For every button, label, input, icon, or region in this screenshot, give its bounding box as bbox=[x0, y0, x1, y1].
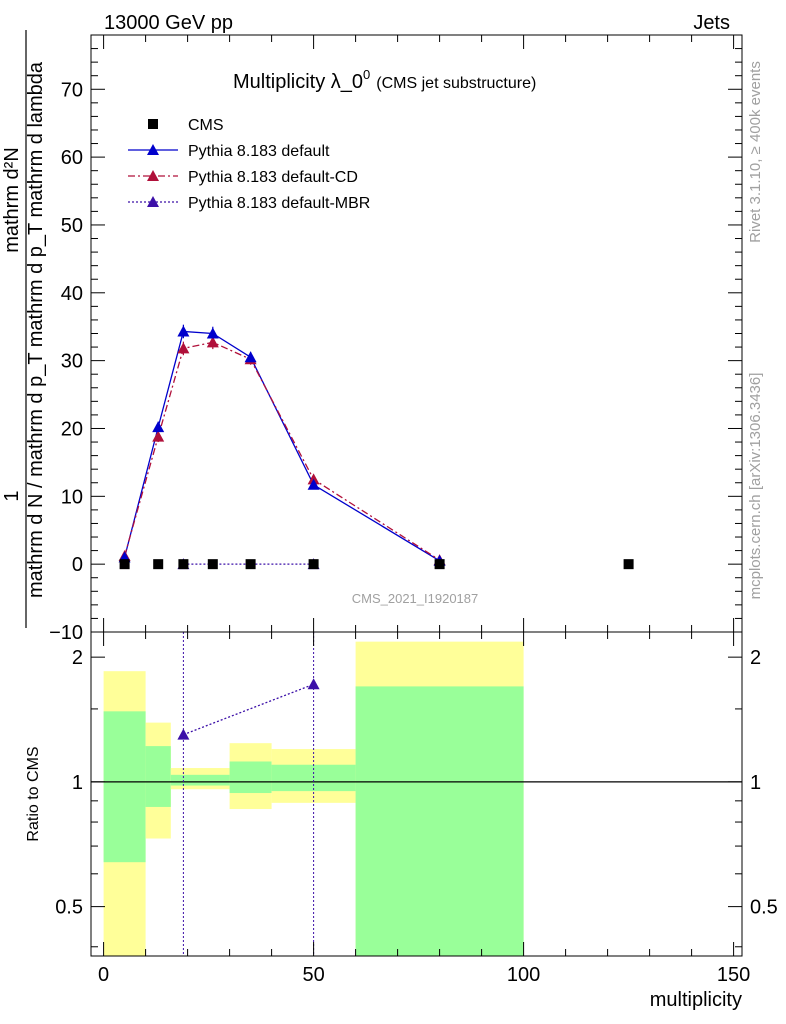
y-tick-label: 60 bbox=[61, 147, 83, 169]
chart-title: Multiplicity λ_00 (CMS jet substructure) bbox=[233, 67, 536, 93]
x-tick-label: 100 bbox=[507, 964, 540, 986]
point-default bbox=[177, 325, 190, 337]
legend-marker-cms bbox=[148, 119, 158, 129]
point-cd bbox=[177, 342, 190, 354]
point-default bbox=[307, 478, 320, 490]
header-energy: 13000 GeV pp bbox=[104, 12, 233, 34]
point-cd bbox=[152, 430, 165, 442]
ratio-band-inner bbox=[229, 761, 272, 794]
point-cms bbox=[623, 559, 634, 570]
legend-marker-cd bbox=[147, 170, 159, 181]
main-axis-ticks: −10 0 10 20 30 40 50 60 70 bbox=[49, 34, 742, 644]
x-tick-label: 0 bbox=[98, 964, 109, 986]
point-default bbox=[244, 351, 257, 363]
main-data-marks bbox=[118, 324, 634, 570]
legend-label-cms: CMS bbox=[188, 117, 224, 134]
ratio-y-tick-label: 0.5 bbox=[55, 897, 83, 919]
y-tick-label: 20 bbox=[61, 418, 83, 440]
ratio-band-inner bbox=[355, 686, 524, 956]
ratio-band-inner bbox=[170, 774, 230, 786]
legend-label-default: Pythia 8.183 default bbox=[188, 143, 330, 160]
point-cms bbox=[119, 559, 130, 570]
ratio-y-tick-label: 2 bbox=[72, 647, 83, 669]
chart-title-text: Multiplicity λ_0 bbox=[233, 71, 363, 93]
y-tick-label: 70 bbox=[61, 79, 83, 101]
y-axis-title-prefactor: 1 bbox=[1, 490, 23, 501]
ratio-y-tick-label-right: 2 bbox=[750, 647, 761, 669]
ratio-point-mbr bbox=[307, 678, 320, 690]
point-cms bbox=[308, 559, 319, 570]
y-tick-label: 50 bbox=[61, 215, 83, 237]
ratio-y-tick-label: 1 bbox=[72, 772, 83, 794]
point-default bbox=[152, 421, 165, 433]
point-default bbox=[206, 327, 219, 339]
y-tick-label: 30 bbox=[61, 351, 83, 373]
series-line-default bbox=[123, 330, 440, 562]
legend-marker-default bbox=[147, 144, 159, 155]
legend-label-mbr: Pythia 8.183 default-MBR bbox=[188, 195, 370, 212]
y-tick-label: −10 bbox=[49, 622, 83, 644]
ratio-y-tick-label-right: 0.5 bbox=[750, 897, 778, 919]
x-tick-label: 150 bbox=[717, 964, 750, 986]
point-cms bbox=[153, 559, 164, 570]
point-cms bbox=[245, 559, 256, 570]
ratio-band-inner bbox=[145, 746, 171, 807]
y-axis-title-numerator: mathrm d²N bbox=[1, 147, 23, 253]
ratio-data-marks bbox=[91, 632, 742, 956]
ratio-axis-ticks: 0.5 0.5 1 1 2 2 0 50 100 150 bbox=[55, 632, 778, 986]
mcplots-label: mcplots.cern.ch [arXiv:1306.3436] bbox=[747, 373, 764, 600]
ratio-y-tick-label-right: 1 bbox=[750, 772, 761, 794]
y-tick-label: 10 bbox=[61, 486, 83, 508]
x-axis-title: multiplicity bbox=[650, 989, 742, 1011]
ratio-y-axis-title: Ratio to CMS bbox=[25, 746, 42, 841]
ratio-line-mbr bbox=[183, 683, 314, 736]
header-process: Jets bbox=[693, 12, 730, 34]
point-cms bbox=[434, 559, 445, 570]
legend-marker-mbr bbox=[147, 196, 159, 207]
ratio-band-inner bbox=[103, 711, 146, 863]
chart-title-superscript: 0 bbox=[363, 67, 370, 82]
ratio-uncertainty-bands bbox=[103, 641, 524, 956]
chart-subtitle: (CMS jet substructure) bbox=[376, 75, 536, 92]
legend-label-cd: Pythia 8.183 default-CD bbox=[188, 169, 358, 186]
y-tick-label: 0 bbox=[72, 554, 83, 576]
y-tick-label: 40 bbox=[61, 283, 83, 305]
analysis-watermark: CMS_2021_I1920187 bbox=[352, 591, 479, 606]
rivet-label: Rivet 3.1.10, ≥ 400k events bbox=[747, 61, 764, 243]
y-axis-title: 1 mathrm d²N mathrm d N / mathrm d p_T m… bbox=[1, 30, 47, 628]
x-tick-label: 50 bbox=[302, 964, 324, 986]
point-cms bbox=[207, 559, 218, 570]
point-cd bbox=[206, 336, 219, 348]
ratio-panel-frame bbox=[90, 631, 743, 957]
legend: CMS Pythia 8.183 default Pythia 8.183 defa… bbox=[128, 117, 370, 212]
y-axis-title-denominator: mathrm d N / mathrm d p_T mathrm d p_T m… bbox=[25, 61, 47, 598]
ratio-point-mbr bbox=[177, 728, 190, 740]
point-cms bbox=[178, 559, 189, 570]
ratio-panel: 0.5 0.5 1 1 2 2 0 50 100 150 bbox=[55, 631, 778, 986]
